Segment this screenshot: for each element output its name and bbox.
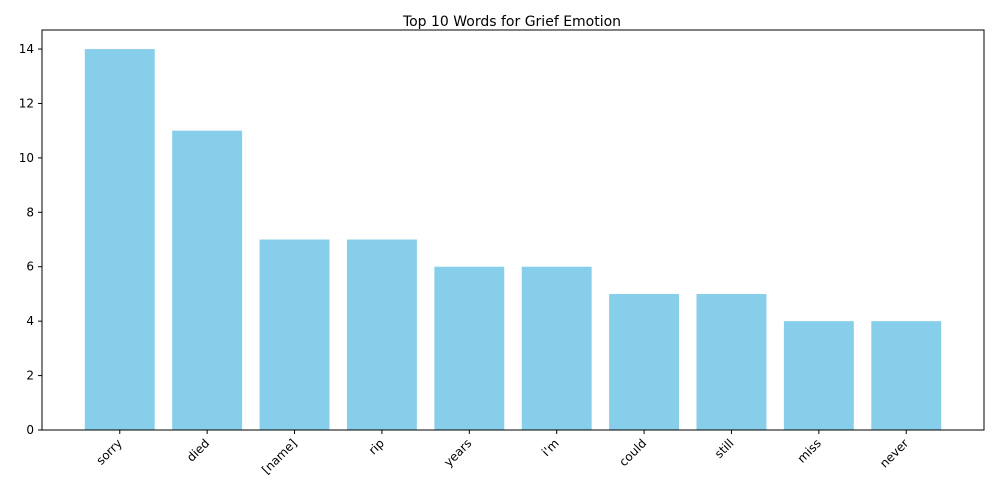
x-tick-label-0: sorry [94, 436, 125, 467]
x-tick-label-2: [name] [259, 436, 300, 477]
x-tick-label-8: miss [795, 436, 824, 465]
x-tick-label-3: rip [366, 436, 387, 457]
x-tick-label-1: died [184, 436, 212, 464]
bar-8 [783, 321, 854, 430]
bar-0 [84, 49, 155, 431]
bar-1 [172, 130, 243, 430]
bar-7 [696, 293, 767, 430]
bar-2 [259, 239, 330, 430]
y-tick-label-6: 12 [19, 96, 34, 110]
chart-title: Top 10 Words for Grief Emotion [402, 14, 621, 30]
bars-layer [84, 49, 942, 431]
y-tick-label-4: 8 [26, 205, 34, 219]
y-tick-label-3: 6 [26, 260, 34, 274]
x-tick-label-9: never [877, 436, 911, 470]
y-tick-label-0: 0 [26, 423, 34, 437]
y-tick-label-5: 10 [19, 151, 34, 165]
bar-9 [871, 321, 942, 430]
x-tick-label-6: could [616, 436, 649, 469]
y-tick-label-2: 4 [26, 314, 34, 328]
y-axis: 0 2 4 6 8 10 12 14 [19, 42, 42, 437]
y-tick-label-1: 2 [26, 369, 34, 383]
y-tick-label-7: 14 [19, 42, 34, 56]
x-axis: sorry died [name] rip years i'm could still miss… [94, 430, 911, 477]
plot-frame [41, 29, 985, 431]
bar-3 [346, 239, 417, 430]
bar-6 [609, 293, 680, 430]
x-tick-label-4: years [441, 436, 474, 469]
x-tick-label-7: still [712, 436, 737, 461]
x-tick-label-5: i'm [539, 436, 562, 459]
bar-5 [521, 266, 592, 430]
bar-4 [434, 266, 505, 430]
